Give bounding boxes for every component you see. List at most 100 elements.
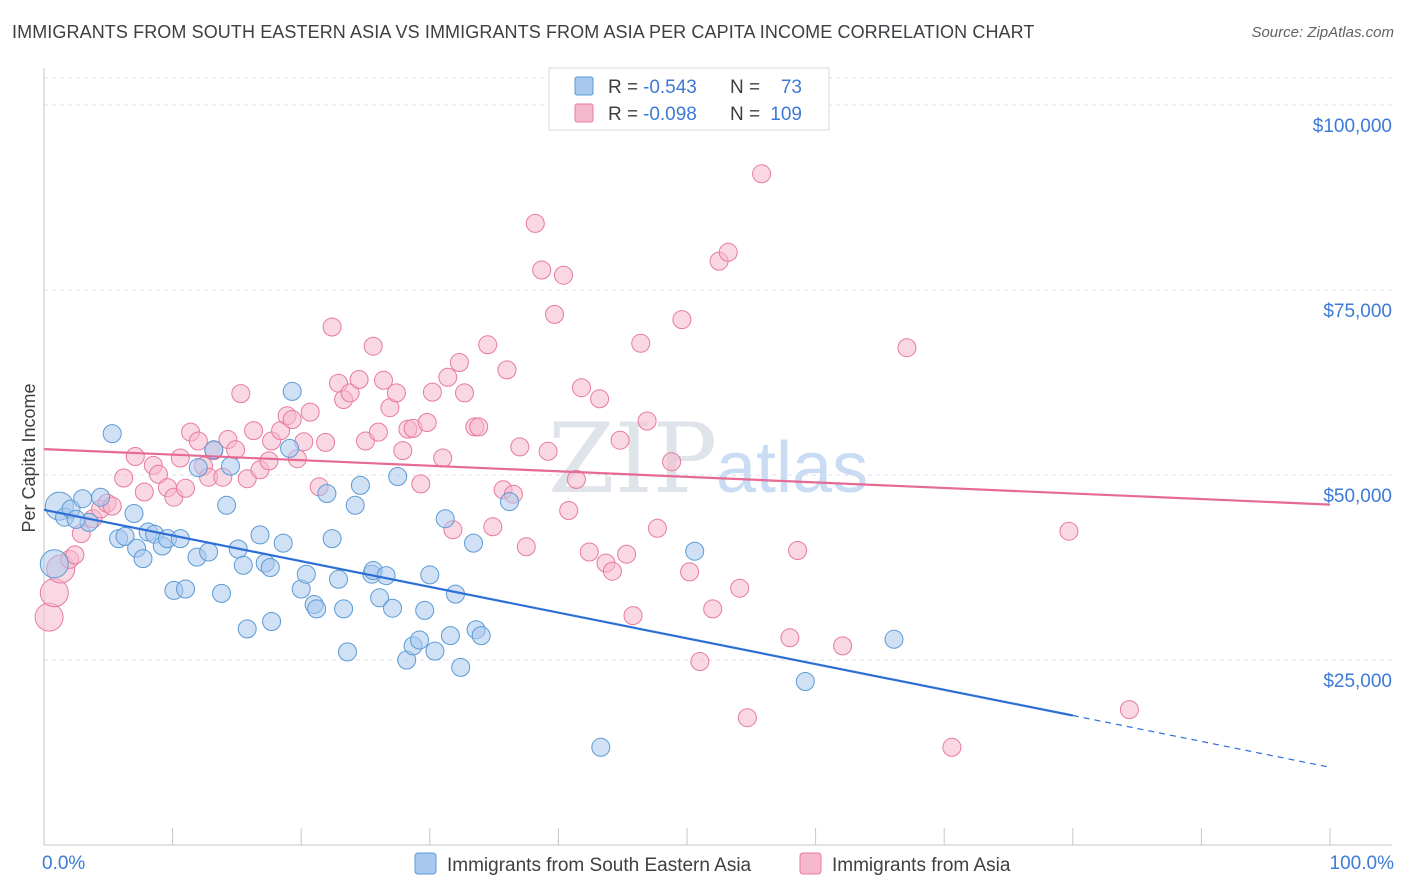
asia-point-66 (483, 517, 503, 537)
asia-point-80 (579, 542, 599, 562)
asia-point-59 (438, 367, 458, 387)
legend-swatch-pink (574, 103, 594, 123)
sea-point-63 (471, 626, 491, 646)
y-axis-title: Per Capita Income (19, 383, 39, 532)
sea-point-66 (685, 541, 705, 561)
asia-point-14 (149, 464, 168, 484)
asia-point-56 (417, 413, 437, 432)
asia-point-47 (363, 336, 383, 356)
asia-point-92 (680, 562, 700, 582)
sea-point-70 (188, 458, 208, 478)
asia-point-58 (433, 448, 453, 468)
asia-point-44 (340, 383, 360, 403)
sea-point-54 (415, 600, 435, 620)
sea-point-44 (350, 475, 370, 495)
asia-point-86 (623, 606, 643, 626)
asia-point-55 (411, 474, 431, 494)
bottom-legend-swatch-blue (414, 852, 437, 875)
asia-point-85 (617, 544, 637, 564)
asia-point-45 (349, 370, 369, 389)
asia-point-41 (322, 317, 342, 337)
sea-point-34 (282, 381, 302, 401)
sea-point-47 (370, 588, 390, 608)
sea-point-41 (334, 599, 354, 619)
asia-point-68 (497, 360, 517, 380)
sea-point-50 (388, 467, 408, 486)
sea-point-11 (133, 549, 153, 569)
asia-point-102 (833, 636, 853, 656)
asia-point-84 (610, 430, 630, 450)
legend-n-value-1: 73 (781, 77, 802, 98)
trend-line-sea-extension (1072, 714, 1331, 768)
sea-point-36 (296, 564, 316, 584)
sea-point-68 (884, 629, 904, 649)
asia-point-87 (631, 333, 651, 353)
asia-point-38 (300, 402, 320, 422)
watermark-zip: ZIP (548, 403, 717, 515)
asia-point-96 (718, 242, 738, 262)
y-axis-labels: $25,000 $50,000 $75,000 $100,000 (1313, 116, 1392, 692)
legend-bottom: Immigrants from South Eastern Asia Immig… (414, 852, 1011, 876)
sea-point-43 (345, 495, 365, 515)
sea-point-22 (212, 583, 231, 603)
sea-point-49 (383, 598, 402, 618)
sea-point-61 (464, 533, 483, 553)
sea-point-28 (250, 525, 270, 545)
asia-point-88 (637, 411, 657, 431)
sea-point-55 (420, 565, 440, 585)
asia-point-83 (602, 561, 622, 581)
sea-point-71 (317, 484, 337, 503)
asia-point-75 (545, 304, 564, 324)
asia-point-17 (170, 448, 190, 468)
asia-point-48 (368, 422, 388, 442)
sea-point-53 (410, 630, 429, 650)
asia-point-51 (386, 383, 406, 403)
sea-point-67 (795, 672, 815, 691)
asia-point-101 (788, 541, 808, 560)
sea-point-20 (199, 542, 219, 562)
sea-point-33 (280, 438, 300, 458)
sea-point-0 (39, 549, 69, 579)
sea-point-58 (440, 626, 460, 646)
asia-point-64 (469, 417, 489, 437)
legend-r-value-2: -0.098 (643, 104, 697, 125)
asia-point-27 (231, 384, 251, 404)
asia-point-98 (737, 708, 757, 728)
asia-point-29 (244, 421, 264, 441)
asia-point-79 (572, 378, 591, 398)
asia-point-31 (259, 451, 279, 471)
asia-point-71 (516, 537, 536, 557)
source-label: Source: ZipAtlas.com (1251, 24, 1394, 41)
sea-point-26 (233, 555, 253, 575)
sea-point-57 (435, 509, 455, 529)
sea-point-65 (591, 737, 611, 757)
sea-point-72 (124, 504, 144, 523)
asia-point-10 (114, 468, 134, 488)
asia-point-73 (532, 260, 552, 280)
bottom-legend-label-asia: Immigrants from Asia (832, 855, 1011, 876)
asia-point-0 (34, 602, 64, 632)
asia-point-72 (525, 213, 545, 233)
sea-point-9 (115, 526, 135, 546)
asia-point-57 (422, 382, 442, 402)
asia-point-61 (449, 353, 469, 372)
asia-point-105 (1059, 521, 1079, 541)
sea-point-30 (260, 558, 280, 577)
sea-point-24 (217, 495, 237, 515)
asia-point-78 (566, 469, 586, 489)
x-tick-label-0: 0.0% (42, 853, 85, 874)
sea-point-32 (273, 533, 293, 553)
y-tick-label-50000: $50,000 (1323, 486, 1392, 507)
bottom-legend-swatch-pink (799, 852, 822, 875)
asia-point-62 (455, 383, 474, 403)
asia-point-89 (647, 518, 667, 538)
asia-point-99 (752, 164, 772, 184)
legend-n-label-2: N = (730, 104, 760, 125)
trend-line-sea (43, 508, 1074, 717)
bottom-legend-label-sea: Immigrants from South Eastern Asia (447, 855, 752, 876)
sea-point-4 (73, 489, 93, 509)
sea-point-23 (221, 456, 240, 476)
sea-point-6 (91, 487, 111, 507)
asia-point-90 (662, 452, 682, 472)
